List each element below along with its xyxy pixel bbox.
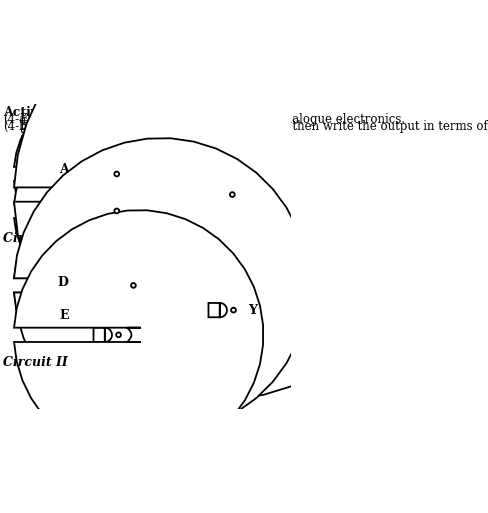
Text: C: C — [59, 209, 68, 222]
Text: (4-a): (4-a) — [3, 113, 31, 126]
Polygon shape — [14, 139, 308, 432]
Polygon shape — [14, 122, 193, 301]
Polygon shape — [14, 85, 193, 264]
Text: Explain the difference between digital and analogue electronics.: Explain the difference between digital a… — [20, 113, 406, 126]
Text: E: E — [59, 309, 68, 322]
Text: Sum-of-Products.: Sum-of-Products. — [20, 128, 122, 141]
Text: Circuit II: Circuit II — [3, 356, 68, 369]
Circle shape — [114, 209, 119, 213]
Polygon shape — [208, 303, 227, 317]
Circle shape — [231, 308, 236, 312]
Polygon shape — [147, 204, 165, 218]
Polygon shape — [14, 210, 263, 459]
Polygon shape — [14, 179, 226, 391]
Circle shape — [230, 192, 235, 197]
Polygon shape — [94, 328, 112, 342]
Circle shape — [116, 332, 121, 337]
Text: Circuit I: Circuit I — [3, 232, 62, 245]
Text: Z: Z — [248, 188, 258, 201]
Circle shape — [131, 283, 136, 288]
Text: Activity 4:: Activity 4: — [3, 106, 74, 119]
Text: D: D — [58, 276, 68, 289]
Text: Y: Y — [248, 304, 257, 317]
Text: B: B — [58, 186, 68, 199]
Polygon shape — [147, 171, 165, 185]
Circle shape — [114, 172, 119, 176]
Text: A: A — [59, 163, 68, 176]
Polygon shape — [14, 0, 424, 399]
Bar — [140, 281, 147, 290]
Text: For both circuits below, build the truth table, then write the output in terms o: For both circuits below, build the truth… — [20, 121, 488, 133]
Text: (4-b): (4-b) — [3, 121, 31, 133]
